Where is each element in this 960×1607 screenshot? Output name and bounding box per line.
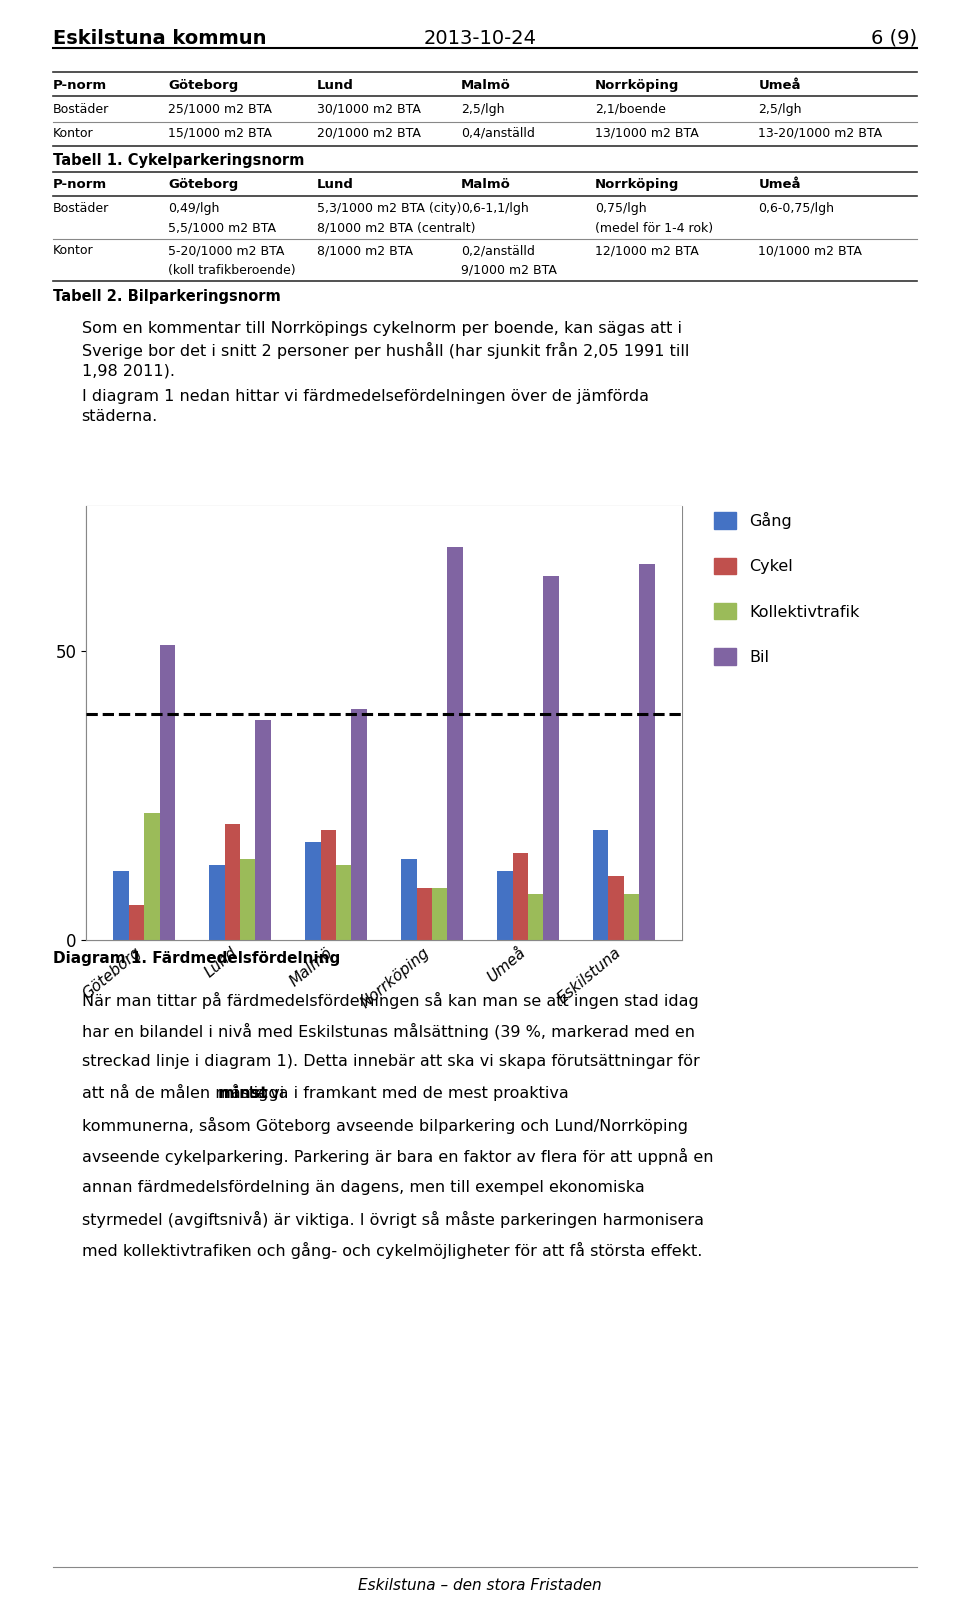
Text: Tabell 2. Bilparkeringsnorm: Tabell 2. Bilparkeringsnorm [53,289,280,304]
Text: kommunerna, såsom Göteborg avseende bilparkering och Lund/Norrköping: kommunerna, såsom Göteborg avseende bilp… [82,1117,687,1135]
Bar [624,893,639,940]
Bar [209,865,225,940]
Text: Norrköping: Norrköping [595,79,680,92]
Text: 20/1000 m2 BTA: 20/1000 m2 BTA [317,127,420,140]
Text: 0,6-0,75/lgh: 0,6-0,75/lgh [758,202,834,215]
Text: avseende cykelparkering. Parkering är bara en faktor av flera för att uppnå en: avseende cykelparkering. Parkering är ba… [82,1147,713,1165]
Text: 0,75/lgh: 0,75/lgh [595,202,647,215]
Text: att nå de målen måste vi: att nå de målen måste vi [82,1086,289,1101]
Text: Lund: Lund [317,178,353,191]
Text: Malmö: Malmö [461,79,511,92]
Text: 5-20/1000 m2 BTA: 5-20/1000 m2 BTA [168,244,284,257]
Text: ligga i framkant med de mest proaktiva: ligga i framkant med de mest proaktiva [244,1086,569,1101]
Text: 8/1000 m2 BTA (centralt): 8/1000 m2 BTA (centralt) [317,222,475,235]
Bar [255,720,271,940]
Bar [497,871,513,940]
Text: Eskilstuna – den stora Fristaden: Eskilstuna – den stora Fristaden [358,1578,602,1593]
Bar [240,860,255,940]
Text: 13/1000 m2 BTA: 13/1000 m2 BTA [595,127,699,140]
Bar [609,876,624,940]
Text: Bostäder: Bostäder [53,202,109,215]
Text: 2,1/boende: 2,1/boende [595,103,666,116]
Text: 6 (9): 6 (9) [871,29,917,48]
Bar [513,853,528,940]
Text: Tabell 1. Cykelparkeringsnorm: Tabell 1. Cykelparkeringsnorm [53,153,304,167]
Text: 0,49/lgh: 0,49/lgh [168,202,220,215]
Bar [447,546,463,940]
Text: 2013-10-24: 2013-10-24 [423,29,537,48]
Bar [639,564,655,940]
Text: 15/1000 m2 BTA: 15/1000 m2 BTA [168,127,272,140]
Text: Umeå: Umeå [758,178,801,191]
Text: Lund: Lund [317,79,353,92]
Bar [225,824,240,940]
Text: med kollektivtrafiken och gång- och cykelmöjligheter för att få största effekt.: med kollektivtrafiken och gång- och cyke… [82,1242,702,1260]
Bar [417,889,432,940]
Text: Eskilstuna kommun: Eskilstuna kommun [53,29,266,48]
Text: Bostäder: Bostäder [53,103,109,116]
Text: 5,5/1000 m2 BTA: 5,5/1000 m2 BTA [168,222,276,235]
Text: 13-20/1000 m2 BTA: 13-20/1000 m2 BTA [758,127,882,140]
Bar [432,889,447,940]
Text: När man tittar på färdmedelsfördelningen så kan man se att ingen stad idag: När man tittar på färdmedelsfördelningen… [82,992,698,1009]
Text: 5,3/1000 m2 BTA (city): 5,3/1000 m2 BTA (city) [317,202,461,215]
Text: Umeå: Umeå [758,79,801,92]
Text: (medel för 1-4 rok): (medel för 1-4 rok) [595,222,713,235]
Text: 0,4/anställd: 0,4/anställd [461,127,535,140]
Text: streckad linje i diagram 1). Detta innebär att ska vi skapa förutsättningar för: streckad linje i diagram 1). Detta inneb… [82,1054,699,1069]
Bar [401,860,417,940]
Text: I diagram 1 nedan hittar vi färdmedelsefördelningen över de jämförda
städerna.: I diagram 1 nedan hittar vi färdmedelsef… [82,389,649,424]
Text: 8/1000 m2 BTA: 8/1000 m2 BTA [317,244,413,257]
Text: har en bilandel i nivå med Eskilstunas målsättning (39 %, markerad med en: har en bilandel i nivå med Eskilstunas m… [82,1024,695,1040]
Bar [144,813,159,940]
Text: 2,5/lgh: 2,5/lgh [758,103,802,116]
Bar [351,709,367,940]
Bar [159,644,175,940]
Text: 25/1000 m2 BTA: 25/1000 m2 BTA [168,103,272,116]
Bar [593,831,609,940]
Text: P-norm: P-norm [53,178,107,191]
Text: Göteborg: Göteborg [168,79,238,92]
Text: 10/1000 m2 BTA: 10/1000 m2 BTA [758,244,862,257]
Text: 9/1000 m2 BTA: 9/1000 m2 BTA [461,264,557,276]
Bar [336,865,351,940]
Text: Norrköping: Norrköping [595,178,680,191]
Text: Som en kommentar till Norrköpings cykelnorm per boende, kan sägas att i
Sverige : Som en kommentar till Norrköpings cykeln… [82,321,689,379]
Bar [321,831,336,940]
Text: Kontor: Kontor [53,127,93,140]
Text: 2,5/lgh: 2,5/lgh [461,103,504,116]
Text: (koll trafikberoende): (koll trafikberoende) [168,264,296,276]
Text: Göteborg: Göteborg [168,178,238,191]
Bar [543,575,559,940]
Text: styrmedel (avgiftsnivå) är viktiga. I övrigt så måste parkeringen harmonisera: styrmedel (avgiftsnivå) är viktiga. I öv… [82,1212,704,1228]
Text: 12/1000 m2 BTA: 12/1000 m2 BTA [595,244,699,257]
Bar [528,893,543,940]
Text: Malmö: Malmö [461,178,511,191]
Legend: Gång, Cykel, Kollektivtrafik, Bil: Gång, Cykel, Kollektivtrafik, Bil [708,506,866,672]
Text: minst: minst [217,1086,268,1101]
Text: 0,6-1,1/lgh: 0,6-1,1/lgh [461,202,529,215]
Text: P-norm: P-norm [53,79,107,92]
Text: Diagram 1. Färdmedelsfördelning: Diagram 1. Färdmedelsfördelning [53,951,340,966]
Text: annan färdmedelsfördelning än dagens, men till exempel ekonomiska: annan färdmedelsfördelning än dagens, me… [82,1180,644,1194]
Bar [113,871,129,940]
Text: 30/1000 m2 BTA: 30/1000 m2 BTA [317,103,420,116]
Text: 0,2/anställd: 0,2/anställd [461,244,535,257]
Bar [305,842,321,940]
Bar [129,905,144,940]
Text: Kontor: Kontor [53,244,93,257]
